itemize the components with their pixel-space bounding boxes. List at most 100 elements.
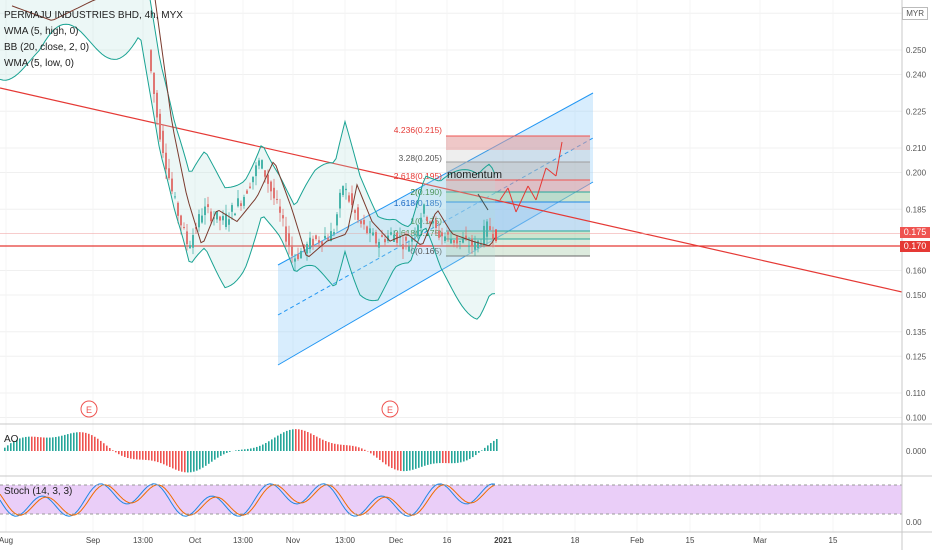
candle-body bbox=[312, 238, 314, 246]
ao-bar bbox=[268, 441, 270, 451]
ao-bar bbox=[283, 432, 285, 451]
candle-body bbox=[156, 92, 158, 118]
ao-bar bbox=[349, 445, 351, 451]
ao-bar bbox=[187, 451, 189, 473]
candle-body bbox=[225, 213, 227, 228]
candle-body bbox=[318, 240, 320, 243]
ao-bar bbox=[358, 447, 360, 451]
earnings-marker[interactable]: E bbox=[381, 400, 399, 418]
candle-body bbox=[414, 234, 416, 236]
ao-bar bbox=[421, 451, 423, 467]
earnings-marker[interactable]: E bbox=[80, 400, 98, 418]
ao-bar bbox=[34, 436, 36, 451]
legend-title[interactable]: PERMAJU INDUSTRIES BHD, 4h, MYX bbox=[4, 10, 183, 21]
candle-body bbox=[222, 216, 224, 221]
candle-body bbox=[324, 235, 326, 239]
candle-body bbox=[288, 233, 290, 247]
candle-body bbox=[456, 236, 458, 244]
time-tick-label: Nov bbox=[286, 536, 300, 545]
ao-bar bbox=[409, 451, 411, 471]
ao-bar bbox=[136, 451, 138, 460]
fib-box bbox=[446, 136, 590, 256]
candle-body bbox=[213, 217, 215, 219]
candle-body bbox=[471, 238, 473, 247]
candle-body bbox=[399, 236, 401, 239]
time-tick-label: 2021 bbox=[494, 536, 512, 545]
candle-body bbox=[294, 258, 296, 262]
momentum-annotation[interactable]: momentum bbox=[447, 169, 502, 181]
drawings: 4.236(0.215) 3.28(0.205) 2.618(0.195) 2(0.1… bbox=[0, 87, 903, 366]
candle-body bbox=[375, 232, 377, 244]
ao-bar bbox=[322, 439, 324, 451]
earnings-marker-label: E bbox=[387, 405, 393, 415]
ao-bar bbox=[376, 451, 378, 458]
candle-body bbox=[435, 219, 437, 228]
candle-body bbox=[348, 195, 350, 202]
ao-bar bbox=[472, 451, 474, 458]
ao-bar bbox=[91, 435, 93, 451]
ao-bar bbox=[19, 438, 21, 451]
candle-body bbox=[150, 50, 152, 72]
candle-body bbox=[165, 152, 167, 170]
candle-body bbox=[450, 239, 452, 244]
ao-bar bbox=[22, 437, 24, 451]
ao-bar bbox=[205, 451, 207, 466]
fib-band bbox=[446, 231, 590, 239]
candle-body bbox=[366, 226, 368, 234]
ao-bar bbox=[40, 437, 42, 451]
ao-bar bbox=[295, 429, 297, 451]
ao-bar bbox=[28, 436, 30, 451]
price-tick-label: 0.240 bbox=[906, 71, 927, 80]
candle-body bbox=[270, 181, 272, 192]
ao-pane-label[interactable]: AO bbox=[4, 434, 19, 445]
ao-bar bbox=[193, 451, 195, 472]
ao-bar bbox=[214, 451, 216, 460]
legend-indicator[interactable]: WMA (5, high, 0) bbox=[4, 26, 79, 37]
stoch-band bbox=[0, 485, 902, 514]
ao-bar bbox=[163, 451, 165, 465]
ao-bar bbox=[298, 429, 300, 451]
ao-bar bbox=[217, 451, 219, 458]
ao-bar bbox=[445, 451, 447, 464]
ao-bar bbox=[241, 449, 243, 451]
stoch-pane-label[interactable]: Stoch (14, 3, 3) bbox=[4, 486, 73, 497]
candle-body bbox=[408, 246, 410, 252]
candle-body bbox=[390, 232, 392, 235]
ao-bar bbox=[313, 435, 315, 451]
candle-body bbox=[216, 211, 218, 220]
candle-body bbox=[249, 186, 251, 188]
ao-bar bbox=[73, 432, 75, 451]
ao-bar bbox=[25, 436, 27, 451]
price-tick-label: 0.125 bbox=[906, 352, 927, 361]
ao-bar bbox=[364, 449, 366, 451]
ao-bar bbox=[439, 451, 441, 464]
candle-body bbox=[447, 232, 449, 235]
candle-body bbox=[327, 238, 329, 240]
time-tick-label: 18 bbox=[571, 536, 580, 545]
ao-bar bbox=[121, 451, 123, 456]
ao-bar bbox=[274, 437, 276, 451]
candle-body bbox=[426, 217, 428, 222]
candle-body bbox=[342, 186, 344, 196]
ao-bar bbox=[379, 451, 381, 460]
time-axis[interactable]: Aug Sep 13:00 Oct 13:00 Nov 13:00 Dec 16 2021 18 Fe… bbox=[0, 536, 838, 545]
legend-indicator[interactable]: BB (20, close, 2, 0) bbox=[4, 42, 90, 53]
stoch-lines bbox=[0, 483, 902, 517]
legend-indicator[interactable]: WMA (5, low, 0) bbox=[4, 58, 75, 69]
ao-bar bbox=[250, 448, 252, 451]
candle-body bbox=[372, 232, 374, 236]
ao-bar bbox=[475, 451, 477, 456]
ao-bar bbox=[61, 435, 63, 451]
ao-bar bbox=[427, 451, 429, 465]
currency-label[interactable]: MYR bbox=[902, 7, 928, 20]
price-axis[interactable]: 0.2750.2650.2500.2400.2250.2100.2000.185… bbox=[906, 0, 927, 527]
candle-body bbox=[345, 188, 347, 191]
price-tick-label: 0.100 bbox=[906, 414, 927, 423]
candle-body bbox=[432, 220, 434, 224]
ao-bar bbox=[412, 451, 414, 470]
ao-bar bbox=[469, 451, 471, 459]
ao-bar bbox=[385, 451, 387, 465]
candle-body bbox=[303, 244, 305, 249]
channel-fill bbox=[278, 93, 593, 365]
